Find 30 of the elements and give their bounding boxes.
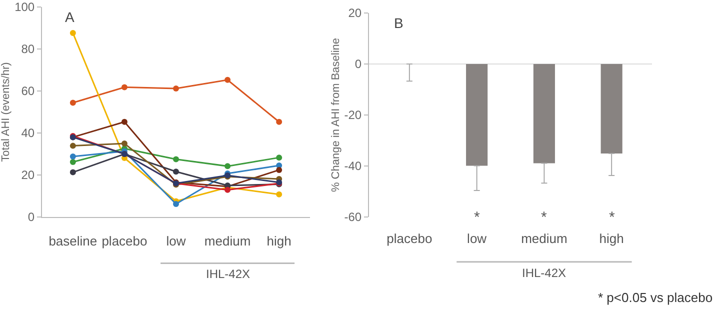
annotation: * <box>541 209 547 226</box>
x-tick-label: low <box>467 231 488 246</box>
annotation: * <box>474 209 480 226</box>
y-tick-label: -40 <box>344 159 362 174</box>
y-tick-label: -60 <box>344 210 362 224</box>
y-tick-label: 40 <box>21 126 35 140</box>
text: IHL-42X <box>522 266 566 280</box>
x-tick-label: high <box>266 234 292 249</box>
x-tick-label: high <box>599 231 624 246</box>
x-tick-label: placebo <box>102 234 148 249</box>
y-tick-label: 80 <box>21 42 35 56</box>
y-tick-label: 20 <box>348 6 362 20</box>
y-tick-label: 0 <box>28 210 35 224</box>
y-axis-title: Total AHI (events/hr) <box>0 62 12 162</box>
annotation: * <box>609 209 615 226</box>
x-tick-label: medium <box>521 231 568 246</box>
y-tick-label: 0 <box>354 57 362 72</box>
x-tick-label: medium <box>204 234 251 249</box>
y-tick-label: 60 <box>21 84 35 98</box>
y-tick-label: 20 <box>21 168 35 182</box>
x-tick-label: placebo <box>386 231 432 246</box>
chart-title: B <box>394 15 404 31</box>
y-tick-label: -20 <box>344 108 362 122</box>
x-tick-label: low <box>166 234 186 249</box>
y-tick-label: 100 <box>14 0 35 14</box>
text: IHL-42X <box>206 267 250 281</box>
y-axis-title: % Change in AHI from Baseline <box>330 38 342 192</box>
text: * p<0.05 vs placebo <box>598 290 713 305</box>
chart-title: A <box>65 9 75 25</box>
x-tick-label: baseline <box>48 234 98 249</box>
